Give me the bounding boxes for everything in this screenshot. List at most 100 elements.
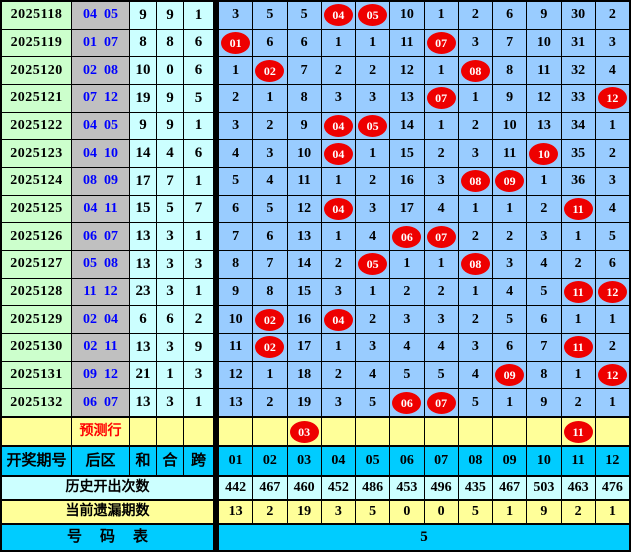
drawn-ball: 02	[255, 59, 285, 82]
header-combine: 合	[157, 447, 183, 475]
trend-cell: 2	[390, 278, 424, 306]
panel-divider	[214, 29, 218, 57]
trend-cell: 6	[253, 223, 287, 250]
sum-cell: 13	[130, 389, 156, 416]
panel-divider	[214, 2, 218, 29]
zone-ball-number: 09	[83, 366, 97, 382]
zone-ball-number: 05	[83, 256, 97, 272]
trend-cell: 2	[253, 389, 287, 416]
zone-ball-number: 01	[83, 34, 97, 50]
span-cell: 6	[184, 57, 213, 84]
panel-divider	[214, 84, 218, 112]
trend-cell: 9	[287, 112, 321, 140]
span-cell: 1	[184, 167, 213, 195]
zone-ball-number: 04	[83, 200, 98, 216]
zone-balls-cell: 04 11	[72, 195, 129, 223]
zone-balls-cell: 09 12	[72, 361, 129, 389]
zone-ball-number: 07	[104, 394, 118, 410]
trend-cell: 8	[219, 250, 253, 278]
history-count-cell: 467	[493, 477, 527, 499]
trend-cell: 3	[390, 306, 424, 333]
prediction-cell	[595, 418, 629, 445]
trend-cell: 1	[595, 112, 629, 140]
current-missing-cell: 2	[561, 501, 595, 523]
trend-cell: 7	[287, 57, 321, 84]
grid-header-cell: 02	[253, 447, 287, 475]
prediction-row: 预测行 03 11	[2, 418, 629, 445]
trend-cell: 12	[390, 57, 424, 84]
zone-ball-number: 05	[104, 7, 118, 23]
trend-cell: 2	[458, 306, 492, 333]
trend-cell: 4	[356, 223, 390, 250]
trend-cell: 1	[253, 361, 287, 389]
trend-cell: 14	[390, 112, 424, 140]
grid-header-cell: 06	[390, 447, 424, 475]
trend-cell: 17	[287, 333, 321, 361]
trend-cell: 2	[527, 195, 561, 223]
combine-cell: 4	[157, 140, 183, 167]
trend-cell: 4	[356, 361, 390, 389]
trend-cell: 18	[287, 361, 321, 389]
current-missing-cell: 1	[595, 501, 629, 523]
grid-header-cell: 05	[356, 447, 390, 475]
trend-cell: 3	[356, 84, 390, 112]
prediction-cell: 11	[561, 418, 595, 445]
trend-cell: 2	[595, 2, 629, 29]
sum-cell: 15	[130, 195, 156, 223]
sum-cell: 23	[130, 278, 156, 306]
period-cell: 2025123	[2, 140, 71, 167]
trend-cell: 36	[561, 167, 595, 195]
drawn-ball: 06	[392, 225, 422, 248]
grid-header-cell: 12	[595, 447, 629, 475]
span-cell: 1	[184, 223, 213, 250]
trend-cell: 31	[561, 29, 595, 57]
trend-cell: 11	[287, 167, 321, 195]
section-divider	[2, 416, 629, 418]
trend-cell: 1	[458, 278, 492, 306]
trend-cell: 16	[390, 167, 424, 195]
drawn-ball: 07	[426, 225, 456, 248]
panel-divider	[214, 418, 218, 445]
history-count-cell: 442	[219, 477, 253, 499]
panel-divider	[214, 525, 218, 550]
sum-cell: 9	[130, 112, 156, 140]
trend-cell: 3	[321, 278, 355, 306]
zone-ball-number: 02	[83, 339, 98, 355]
drawn-ball: 05	[358, 4, 388, 27]
trend-cell: 2	[356, 57, 390, 84]
trend-cell: 12	[595, 278, 629, 306]
grid-header-cell: 10	[527, 447, 561, 475]
history-count-cell: 496	[424, 477, 458, 499]
trend-cell: 11	[390, 29, 424, 57]
combine-cell: 3	[157, 389, 183, 416]
trend-cell: 3	[321, 84, 355, 112]
history-count-cell: 503	[527, 477, 561, 499]
trend-cell: 11	[493, 140, 527, 167]
history-count-cell: 453	[390, 477, 424, 499]
zone-ball-number: 04	[83, 7, 97, 23]
period-cell: 2025131	[2, 361, 71, 389]
panel-divider	[214, 477, 218, 499]
trend-cell: 5	[390, 361, 424, 389]
panel-divider	[214, 501, 218, 523]
span-cell: 2	[184, 306, 213, 333]
trend-cell: 19	[287, 389, 321, 416]
prediction-cell	[527, 418, 561, 445]
combine-cell: 9	[157, 112, 183, 140]
prediction-cell	[219, 418, 253, 445]
trend-cell: 16	[287, 306, 321, 333]
combine-cell: 5	[157, 195, 183, 223]
zone-ball-number: 04	[104, 311, 118, 327]
trend-cell: 2	[561, 389, 595, 416]
trend-cell: 8	[493, 57, 527, 84]
zone-balls-cell: 05 08	[72, 250, 129, 278]
trend-cell: 1	[561, 306, 595, 333]
trend-cell: 1	[595, 389, 629, 416]
trend-cell: 5	[253, 2, 287, 29]
period-cell: 2025129	[2, 306, 71, 333]
trend-cell: 11	[527, 57, 561, 84]
trend-cell: 7	[253, 250, 287, 278]
prediction-label: 预测行	[72, 418, 129, 445]
prediction-empty-cell	[157, 418, 183, 445]
trend-cell: 1	[493, 195, 527, 223]
